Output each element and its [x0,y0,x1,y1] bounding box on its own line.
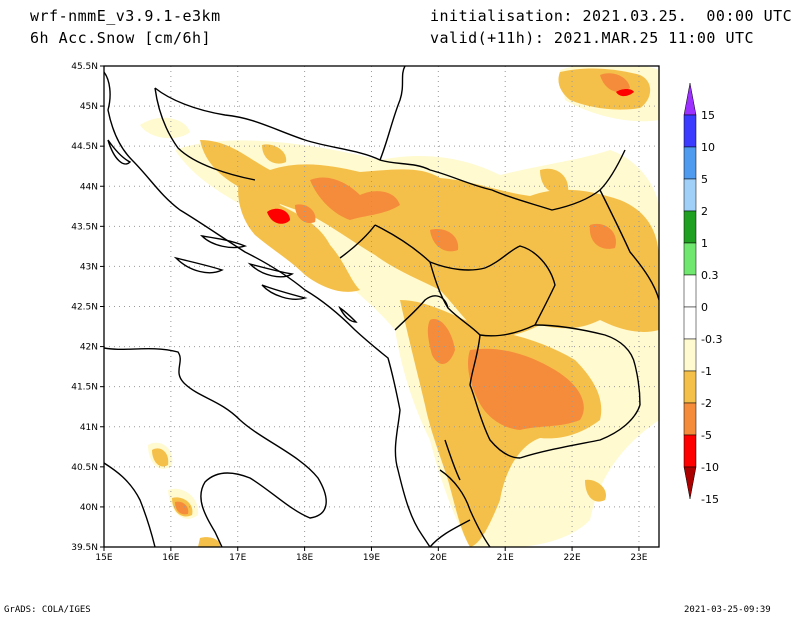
initialisation-time: initialisation: 2021.03.25. 00:00 UTC [430,7,793,25]
lon-tick-label: 19E [363,553,380,563]
colorbar-segment [683,274,697,308]
lat-tick-label: 39.5N [71,543,98,553]
colorbar: 15 10 5 2 1 0.3 0 -0.3 -1 -2 -5 -10 -15 [683,82,722,506]
valid-time: valid(+11h): 2021.MAR.25 11:00 UTC [430,29,755,47]
variable-title: 6h Acc.Snow [cm/6h] [30,29,212,47]
lat-tick-label: 40N [80,503,98,513]
lat-lon-grid [104,66,659,547]
lon-tick-label: 18E [296,553,313,563]
colorbar-label: -0.3 [701,333,722,346]
lat-tick-label: 41.5N [71,383,98,393]
lat-tick-label: 44N [80,182,98,192]
coastlines-and-borders [104,66,659,547]
colorbar-segment [683,146,697,180]
colorbar-segment [683,210,697,244]
colorbar-segment [683,338,697,372]
lon-tick-label: 22E [564,553,581,563]
colorbar-bottom-arrow [683,466,697,500]
colorbar-label: 0 [701,301,708,314]
lon-tick-label: 16E [162,553,179,563]
colorbar-segment [683,402,697,436]
lat-tick-label: 41N [80,423,98,433]
colorbar-label: 1 [701,237,708,250]
colorbar-label: -2 [701,397,712,410]
colorbar-segment [683,434,697,468]
lat-tick-label: 45.5N [71,62,98,72]
lat-tick-label: 42.5N [71,303,98,313]
lat-tick-label: 45N [80,102,98,112]
colorbar-label: 5 [701,173,708,186]
lat-tick-label: 43.5N [71,222,98,232]
lat-tick-label: 42N [80,343,98,353]
colorbar-segment [683,370,697,404]
axis-labels: 15E 16E 17E 18E 19E 20E 21E 22E 23E 45.5N 45N 44.5N… [71,62,648,563]
lon-tick-label: 21E [497,553,514,563]
model-title: wrf-nmmE_v3.9.1-e3km [30,7,221,25]
colorbar-label: 10 [701,141,715,154]
colorbar-label: -1 [701,365,712,378]
lat-tick-label: 43N [80,262,98,272]
lat-tick-label: 44.5N [71,142,98,152]
colorbar-segment [683,306,697,340]
colorbar-segment [683,178,697,212]
lon-tick-label: 17E [229,553,246,563]
lon-tick-label: 20E [430,553,447,563]
footer-credit: GrADS: COLA/IGES [4,605,91,615]
lon-tick-label: 23E [630,553,647,563]
colorbar-label: 0.3 [701,269,719,282]
footer-timestamp: 2021-03-25-09:39 [684,605,771,615]
colorbar-label: -5 [701,429,712,442]
colorbar-label: 2 [701,205,708,218]
colorbar-segment [683,114,697,148]
colorbar-top-arrow [683,82,697,116]
colorbar-label: -10 [701,461,719,474]
colorbar-label: -15 [701,493,719,506]
lon-tick-label: 15E [95,553,112,563]
colorbar-segment [683,242,697,276]
snowfall-field [140,66,659,547]
lat-tick-label: 40.5N [71,463,98,473]
colorbar-label: 15 [701,109,715,122]
map-figure: 15E 16E 17E 18E 19E 20E 21E 22E 23E 45.5N 45N 44.5N… [71,62,722,563]
